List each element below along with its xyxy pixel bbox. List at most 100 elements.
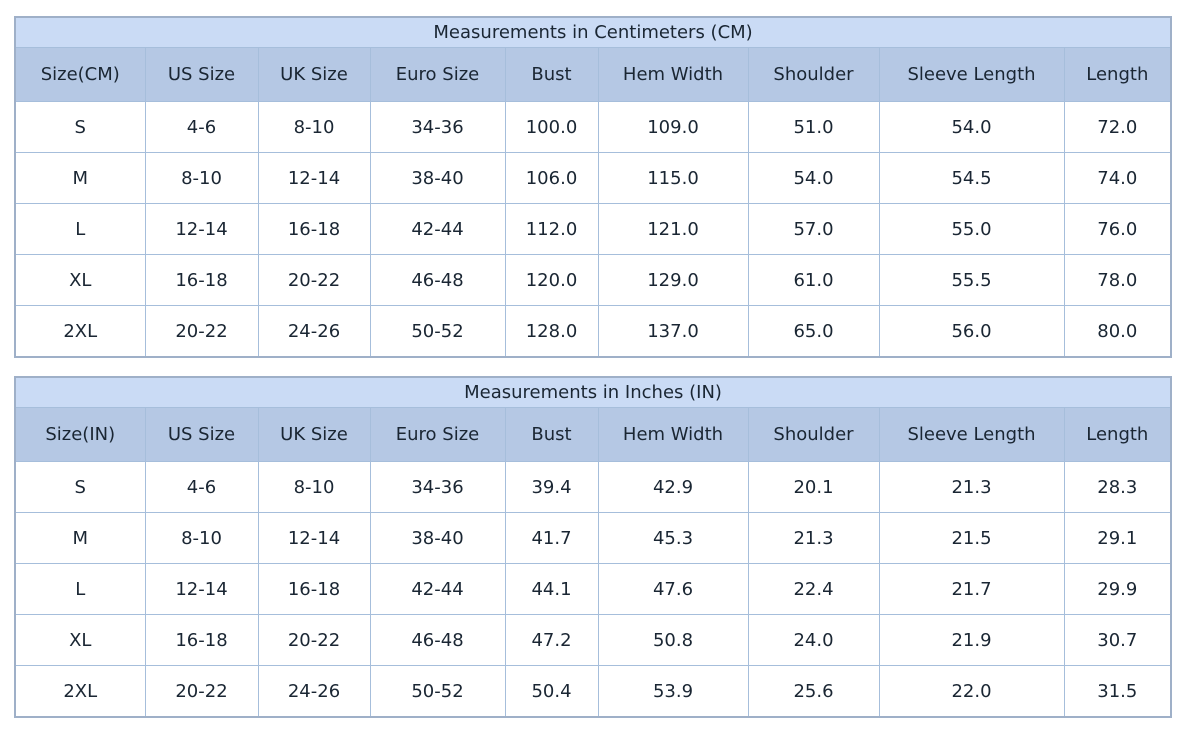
table-cell: 65.0 — [747, 305, 880, 358]
table-cell: M — [14, 152, 146, 204]
table-cell: S — [14, 101, 146, 153]
table-cell: 76.0 — [1063, 203, 1172, 255]
column-header: Euro Size — [369, 407, 506, 462]
table-cell: 46-48 — [369, 614, 506, 666]
table-cell: 50-52 — [369, 665, 506, 718]
table-cell: 28.3 — [1063, 461, 1172, 513]
table-cell: 78.0 — [1063, 254, 1172, 306]
table-cell: 42.9 — [597, 461, 749, 513]
table-row: 2XL 20-22 24-26 50-52 128.0 137.0 65.0 56.0 80.0 — [14, 305, 1172, 358]
column-header: Size(CM) — [14, 47, 146, 102]
table-cell: 42-44 — [369, 563, 506, 615]
table-cell: 47.6 — [597, 563, 749, 615]
table-cell: 41.7 — [504, 512, 599, 564]
table-row: XL 16-18 20-22 46-48 47.2 50.8 24.0 21.9 30.7 — [14, 614, 1172, 666]
table-cell: 39.4 — [504, 461, 599, 513]
table-cell: 16-18 — [257, 563, 371, 615]
table-cell: 4-6 — [144, 101, 259, 153]
column-header: Length — [1063, 407, 1172, 462]
table-row: 2XL 20-22 24-26 50-52 50.4 53.9 25.6 22.0 31.5 — [14, 665, 1172, 718]
column-header: Size(IN) — [14, 407, 146, 462]
table-cell: 109.0 — [597, 101, 749, 153]
table-row: S 4-6 8-10 34-36 100.0 109.0 51.0 54.0 72.0 — [14, 101, 1172, 153]
table-cell: 100.0 — [504, 101, 599, 153]
table-cell: 50-52 — [369, 305, 506, 358]
table-cell: 16-18 — [144, 254, 259, 306]
table-cell: 24.0 — [747, 614, 880, 666]
table-row: L 12-14 16-18 42-44 44.1 47.6 22.4 21.7 29.9 — [14, 563, 1172, 615]
table-cell: 8-10 — [257, 101, 371, 153]
table-cell: 55.0 — [878, 203, 1065, 255]
table-title-row: Measurements in Centimeters (CM) — [14, 16, 1172, 48]
column-header-row: Size(IN) US Size UK Size Euro Size Bust Hem W… — [14, 407, 1172, 462]
table-cell: 20.1 — [747, 461, 880, 513]
table-cell: 2XL — [14, 665, 146, 718]
table-cell: 20-22 — [144, 665, 259, 718]
table-cell: 38-40 — [369, 152, 506, 204]
table-row: M 8-10 12-14 38-40 106.0 115.0 54.0 54.5 74.0 — [14, 152, 1172, 204]
table-title-row: Measurements in Inches (IN) — [14, 376, 1172, 408]
table-cell: 21.9 — [878, 614, 1065, 666]
table-cell: 54.0 — [878, 101, 1065, 153]
column-header: Length — [1063, 47, 1172, 102]
table-title: Measurements in Centimeters (CM) — [14, 16, 1172, 48]
table-cell: XL — [14, 614, 146, 666]
column-header: UK Size — [257, 407, 371, 462]
table-cell: 12-14 — [257, 152, 371, 204]
table-cell: 54.0 — [747, 152, 880, 204]
column-header: Hem Width — [597, 407, 749, 462]
table-cell: 4-6 — [144, 461, 259, 513]
table-cell: 22.4 — [747, 563, 880, 615]
table-cell: 51.0 — [747, 101, 880, 153]
table-cell: 56.0 — [878, 305, 1065, 358]
table-cell: 72.0 — [1063, 101, 1172, 153]
column-header: Euro Size — [369, 47, 506, 102]
table-cell: 29.9 — [1063, 563, 1172, 615]
table-cell: 57.0 — [747, 203, 880, 255]
table-row: M 8-10 12-14 38-40 41.7 45.3 21.3 21.5 29.1 — [14, 512, 1172, 564]
table-cell: 8-10 — [144, 512, 259, 564]
table-cell: S — [14, 461, 146, 513]
table-cell: XL — [14, 254, 146, 306]
table-cell: 112.0 — [504, 203, 599, 255]
column-header: US Size — [144, 47, 259, 102]
column-header: Bust — [504, 47, 599, 102]
table-cell: 21.3 — [747, 512, 880, 564]
table-cell: 20-22 — [144, 305, 259, 358]
table-cell: 31.5 — [1063, 665, 1172, 718]
column-header: Shoulder — [747, 47, 880, 102]
table-cell: 22.0 — [878, 665, 1065, 718]
table-cell: 20-22 — [257, 614, 371, 666]
table-cell: 24-26 — [257, 665, 371, 718]
table-cell: 34-36 — [369, 461, 506, 513]
table-cell: 54.5 — [878, 152, 1065, 204]
column-header: Sleeve Length — [878, 47, 1065, 102]
table-cell: 8-10 — [144, 152, 259, 204]
table-cell: 16-18 — [257, 203, 371, 255]
table-cell: 50.8 — [597, 614, 749, 666]
table-cell: 12-14 — [144, 203, 259, 255]
column-header: Bust — [504, 407, 599, 462]
table-cell: 120.0 — [504, 254, 599, 306]
table-cell: L — [14, 563, 146, 615]
table-cell: 128.0 — [504, 305, 599, 358]
table-cell: 30.7 — [1063, 614, 1172, 666]
column-header: UK Size — [257, 47, 371, 102]
table-cell: 42-44 — [369, 203, 506, 255]
table-cell: 12-14 — [144, 563, 259, 615]
column-header: US Size — [144, 407, 259, 462]
table-cell: 20-22 — [257, 254, 371, 306]
table-cell: 129.0 — [597, 254, 749, 306]
table-cell: 21.3 — [878, 461, 1065, 513]
table-cell: 53.9 — [597, 665, 749, 718]
table-cell: 137.0 — [597, 305, 749, 358]
table-cell: 24-26 — [257, 305, 371, 358]
column-header-row: Size(CM) US Size UK Size Euro Size Bust Hem W… — [14, 47, 1172, 102]
table-row: XL 16-18 20-22 46-48 120.0 129.0 61.0 55.5 78.0 — [14, 254, 1172, 306]
table-cell: 44.1 — [504, 563, 599, 615]
table-cell: 2XL — [14, 305, 146, 358]
size-table-in: Measurements in Inches (IN) Size(IN) US Si… — [14, 376, 1173, 718]
table-cell: M — [14, 512, 146, 564]
table-cell: 50.4 — [504, 665, 599, 718]
